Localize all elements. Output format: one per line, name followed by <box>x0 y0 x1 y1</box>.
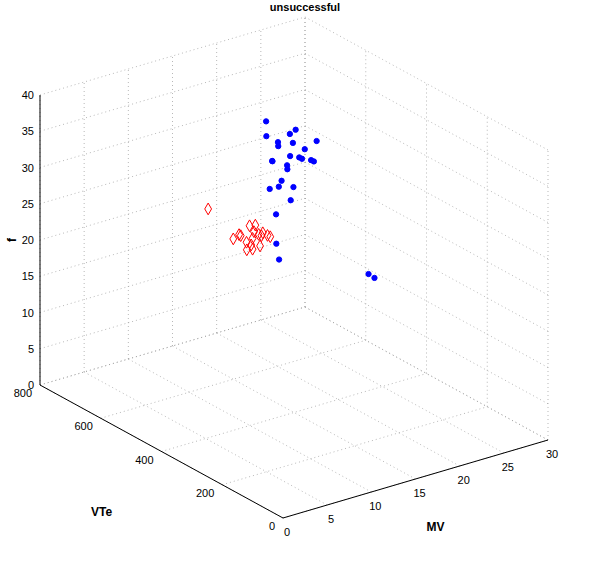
svg-text:30: 30 <box>22 162 34 174</box>
svg-text:40: 40 <box>22 89 34 101</box>
svg-text:0: 0 <box>284 526 290 538</box>
svg-text:800: 800 <box>13 387 32 399</box>
svg-text:unsuccessful: unsuccessful <box>270 1 340 13</box>
svg-text:MV: MV <box>427 520 445 534</box>
svg-text:25: 25 <box>502 461 514 473</box>
svg-text:VTe: VTe <box>91 505 112 519</box>
svg-text:5: 5 <box>328 513 334 525</box>
svg-text:5: 5 <box>28 343 34 355</box>
svg-text:15: 15 <box>22 270 34 282</box>
svg-text:f: f <box>8 237 19 242</box>
svg-text:35: 35 <box>22 125 34 137</box>
svg-text:25: 25 <box>22 198 34 210</box>
svg-text:0: 0 <box>269 520 275 532</box>
svg-text:600: 600 <box>74 420 92 432</box>
svg-text:15: 15 <box>413 487 425 499</box>
svg-text:20: 20 <box>22 234 34 246</box>
svg-text:30: 30 <box>546 448 558 460</box>
svg-text:200: 200 <box>196 487 214 499</box>
svg-text:0: 0 <box>28 379 34 391</box>
svg-text:10: 10 <box>369 500 381 512</box>
svg-text:20: 20 <box>458 474 470 486</box>
svg-text:10: 10 <box>22 307 34 319</box>
svg-text:400: 400 <box>135 454 153 466</box>
